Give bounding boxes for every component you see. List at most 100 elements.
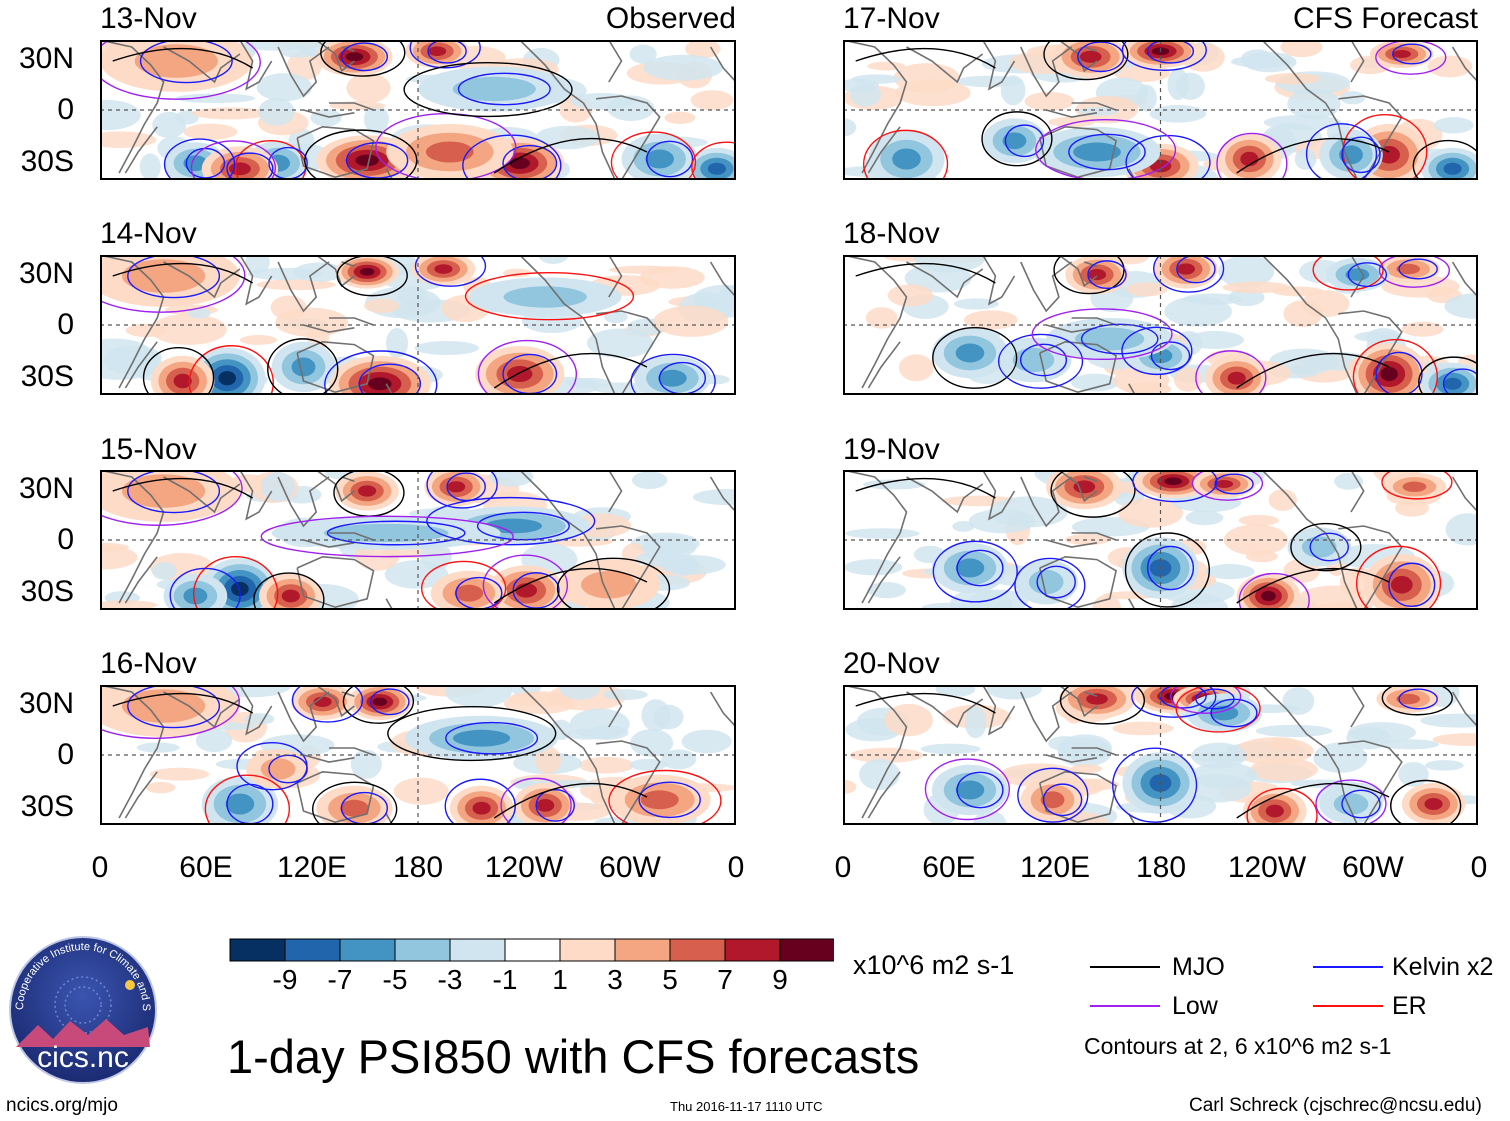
mjo-contour: [342, 685, 415, 724]
low-contour: [482, 554, 569, 610]
kelvin-contour: [1375, 351, 1423, 395]
kelvin-contour: [163, 138, 236, 180]
coastline: [296, 340, 375, 394]
coastline: [982, 685, 1016, 736]
field-cell: [1380, 739, 1439, 750]
kelvin-contour: [127, 470, 221, 514]
colorbar-tick: -3: [437, 964, 463, 995]
coastline: [296, 125, 375, 179]
coastline: [1084, 691, 1098, 697]
coastline: [303, 324, 355, 333]
field-cell: [843, 118, 857, 137]
coastline: [124, 126, 158, 174]
low-contour: [1195, 350, 1267, 395]
kelvin-contour: [932, 540, 1018, 603]
field-cell: [692, 489, 736, 506]
coastline: [1261, 685, 1327, 749]
panel-title-18nov: 18-Nov: [843, 217, 940, 250]
coastline: [124, 341, 158, 389]
er-contour: [464, 271, 635, 321]
field-cell: [603, 310, 628, 324]
coastline: [239, 255, 273, 306]
field-cell: [1112, 721, 1174, 736]
legend-swatch-kelvin: [1313, 966, 1383, 968]
field-cell: [1126, 382, 1172, 395]
field-cell: [136, 742, 180, 753]
coastline: [1324, 747, 1359, 825]
kelvin-contour: [1442, 368, 1478, 395]
coastline: [582, 317, 616, 395]
field-cell: [145, 781, 176, 794]
field-cell: [1205, 564, 1255, 580]
low-contour: [477, 339, 578, 395]
field-cell: [851, 74, 901, 84]
colorbar-swatch: [724, 938, 781, 962]
logo-text: cics.nc: [37, 1041, 129, 1074]
colorbar-swatch: [559, 938, 616, 962]
field-cell: [566, 728, 605, 740]
kelvin-contour: [457, 72, 551, 106]
kelvin-contour: [1019, 343, 1068, 377]
map-panel-19nov: [843, 470, 1478, 610]
er-contour: [193, 556, 279, 610]
mjo-contour: [112, 692, 254, 714]
footer-url[interactable]: ncics.org/mjo: [6, 1095, 118, 1116]
field-cell: [631, 471, 668, 490]
coastline: [239, 40, 273, 91]
lon-label: 120E: [276, 851, 348, 884]
negative-anomaly: [1073, 142, 1121, 162]
panel-title-15nov: 15-Nov: [100, 433, 197, 466]
negative-anomaly: [291, 357, 316, 377]
field-cell: [844, 559, 903, 576]
coastline: [709, 261, 736, 298]
lat-label-eq: 0: [57, 308, 74, 341]
panel-title-17nov: 17-Nov: [843, 2, 940, 35]
lat-label-30s: 30S: [20, 575, 74, 608]
kelvin-contour: [1153, 255, 1225, 293]
field-cell: [586, 328, 654, 359]
mjo-contour: [312, 781, 398, 825]
forecast-header: CFS Forecast: [1292, 2, 1478, 35]
field-cell: [845, 528, 920, 539]
positive-anomaly: [372, 697, 388, 706]
mjo-contour: [493, 567, 648, 604]
lat-label-eq: 0: [57, 738, 74, 771]
field-cell: [641, 699, 671, 732]
kelvin-contour: [1392, 43, 1432, 65]
field-cell: [895, 79, 971, 107]
mjo-contour: [1290, 522, 1362, 572]
mjo-contour: [142, 347, 215, 395]
low-contour: [1315, 779, 1387, 825]
coastline: [341, 261, 355, 267]
mjo-contour: [1059, 685, 1146, 725]
positive-anomaly: [509, 157, 531, 170]
positive-anomaly: [1390, 576, 1413, 594]
kelvin-contour: [1131, 685, 1217, 718]
positive-anomaly: [1380, 366, 1398, 382]
er-contour: [1312, 255, 1384, 291]
coastline: [582, 102, 616, 180]
coastline: [982, 255, 1016, 306]
mjo-contour: [1053, 255, 1125, 295]
lon-label: 0: [91, 851, 109, 884]
field-cell: [643, 54, 723, 81]
kelvin-contour: [1398, 688, 1438, 710]
kelvin-contour: [268, 754, 308, 784]
positive-anomaly: [1396, 693, 1421, 705]
coastline: [1084, 46, 1098, 52]
coastline: [1020, 476, 1073, 528]
low-contour: [924, 758, 1010, 821]
panel-title-14nov: 14-Nov: [100, 217, 197, 250]
mjo-contour: [403, 61, 573, 118]
field-cell: [865, 307, 898, 329]
field-cell: [275, 307, 349, 337]
field-cell: [602, 689, 648, 701]
coastline: [341, 691, 355, 697]
coastline: [124, 556, 158, 604]
positive-anomaly: [1079, 50, 1102, 63]
er-contour: [1246, 787, 1318, 825]
field-cell: [964, 706, 987, 739]
coastline: [596, 740, 661, 825]
coastline: [1350, 470, 1365, 513]
kelvin-contour: [1347, 262, 1388, 288]
